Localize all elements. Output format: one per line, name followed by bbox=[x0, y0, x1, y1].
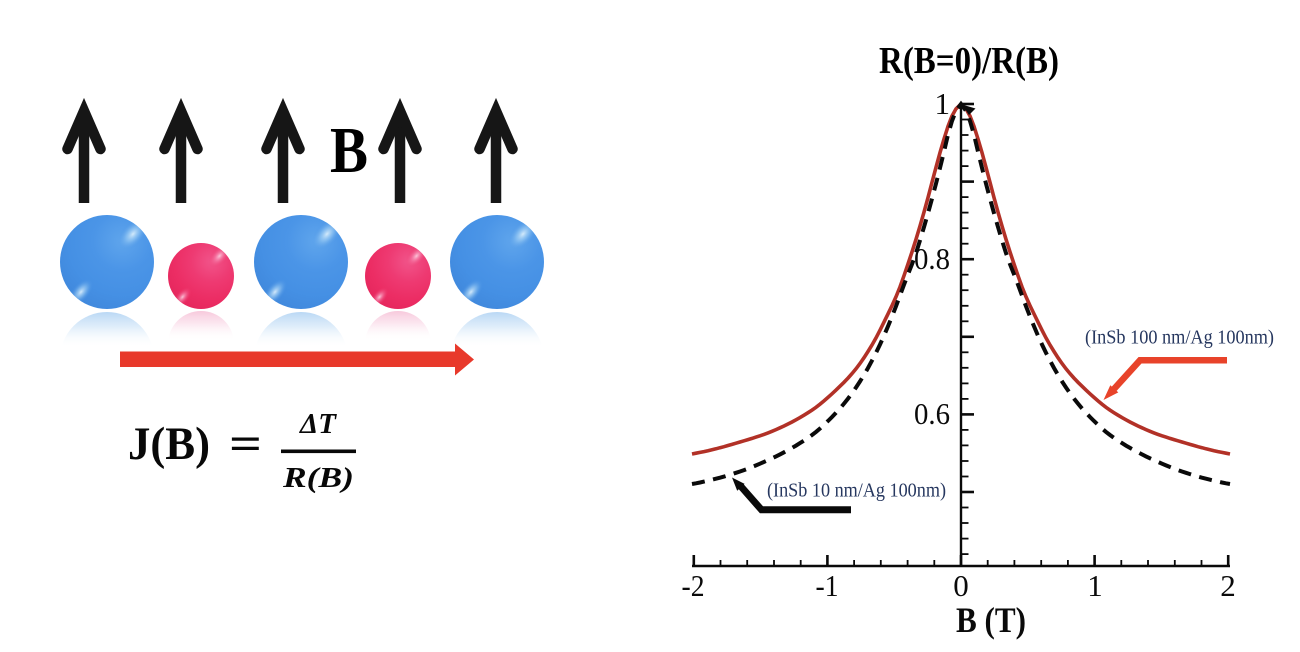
svg-text:(InSb 100 nm/Ag 100nm): (InSb 100 nm/Ag 100nm) bbox=[1085, 327, 1274, 349]
svg-text:J(B): J(B) bbox=[128, 418, 210, 470]
svg-text:0.8: 0.8 bbox=[914, 241, 950, 276]
svg-text:-2: -2 bbox=[682, 568, 705, 603]
svg-text:2: 2 bbox=[1220, 568, 1236, 603]
svg-text:1: 1 bbox=[1087, 568, 1103, 603]
svg-text:ΔT: ΔT bbox=[299, 408, 337, 440]
svg-text:R(B): R(B) bbox=[282, 462, 354, 494]
svg-text:-1: -1 bbox=[816, 568, 839, 603]
svg-text:1: 1 bbox=[935, 86, 951, 121]
svg-text:B: B bbox=[330, 114, 368, 187]
svg-text:=: = bbox=[229, 418, 262, 470]
svg-text:R(B=0)/R(B): R(B=0)/R(B) bbox=[879, 40, 1059, 82]
svg-text:0.6: 0.6 bbox=[914, 396, 950, 431]
svg-text:0: 0 bbox=[953, 568, 969, 603]
svg-text:(InSb 10 nm/Ag 100nm): (InSb 10 nm/Ag 100nm) bbox=[767, 480, 946, 502]
svg-text:B (T): B (T) bbox=[956, 600, 1026, 640]
